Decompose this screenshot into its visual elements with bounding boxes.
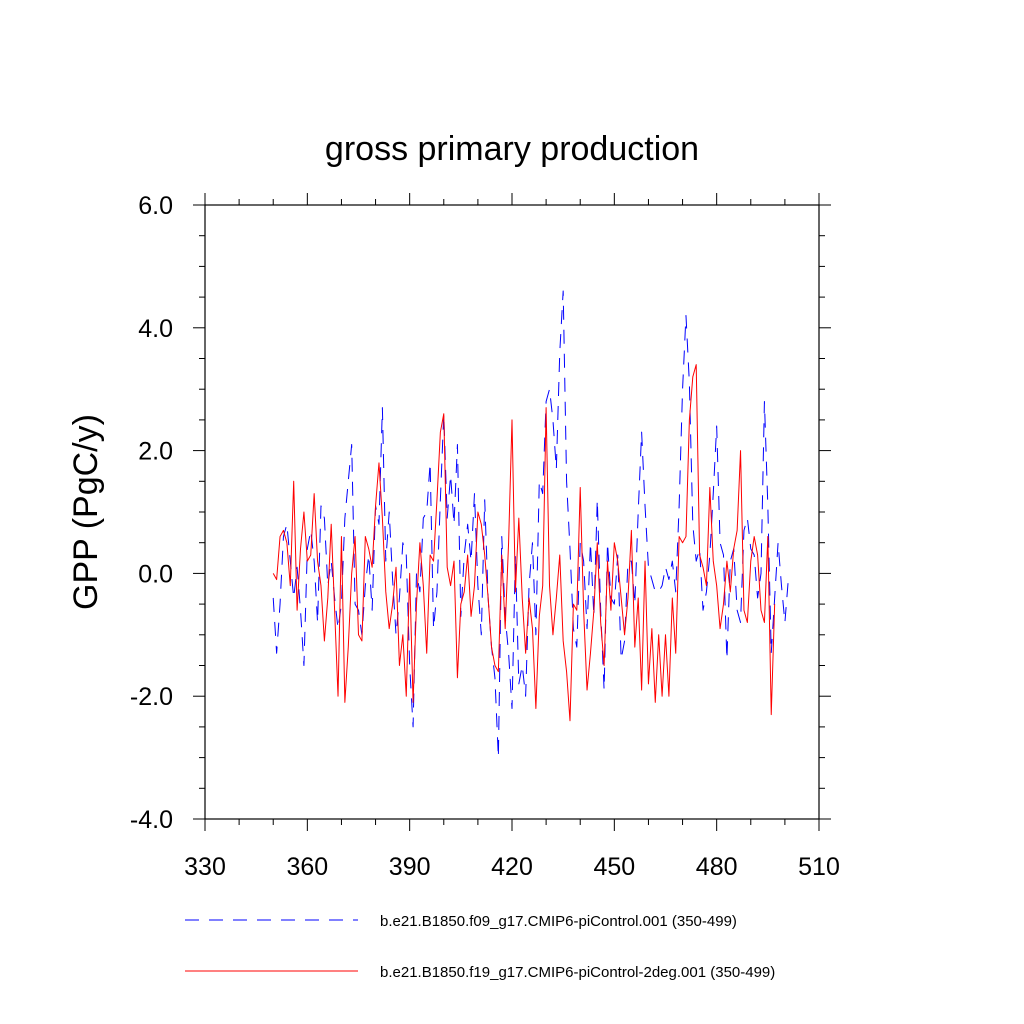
- legend-label-control-2deg: b.e21.B1850.f19_g17.CMIP6-piControl-2deg…: [380, 964, 775, 981]
- legend-label-control-f09: b.e21.B1850.f09_g17.CMIP6-piControl.001 …: [380, 913, 737, 930]
- y-tick-label-2: 2.0: [138, 438, 173, 466]
- series-line-1: [272, 364, 776, 722]
- data-series: [272, 290, 789, 759]
- y-tick-label-4: 4.0: [138, 315, 173, 343]
- axis-ticks: [193, 193, 831, 831]
- y-tick-label-6: 6.0: [138, 192, 173, 220]
- y-tick-label-neg4: -4.0: [130, 806, 173, 834]
- series-line-0: [272, 290, 789, 759]
- chart-title: gross primary production: [325, 130, 699, 168]
- legend: b.e21.B1850.f09_g17.CMIP6-piControl.001 …: [185, 913, 775, 981]
- plot-frame: [204, 204, 820, 820]
- x-tick-label-420: 420: [491, 853, 533, 881]
- x-tick-label-510: 510: [798, 853, 840, 881]
- y-axis-label: GPP (PgC/y): [67, 414, 105, 610]
- x-tick-label-360: 360: [286, 853, 328, 881]
- y-tick-labels: -4.0 -2.0 0.0 2.0 4.0 6.0: [130, 192, 173, 834]
- x-tick-label-330: 330: [184, 853, 226, 881]
- x-tick-labels: 330 360 390 420 450 480 510: [184, 853, 840, 881]
- x-tick-label-390: 390: [389, 853, 431, 881]
- y-tick-label-0: 0.0: [138, 560, 173, 588]
- x-tick-label-480: 480: [696, 853, 738, 881]
- y-tick-label-neg2: -2.0: [130, 683, 173, 711]
- x-tick-label-450: 450: [593, 853, 635, 881]
